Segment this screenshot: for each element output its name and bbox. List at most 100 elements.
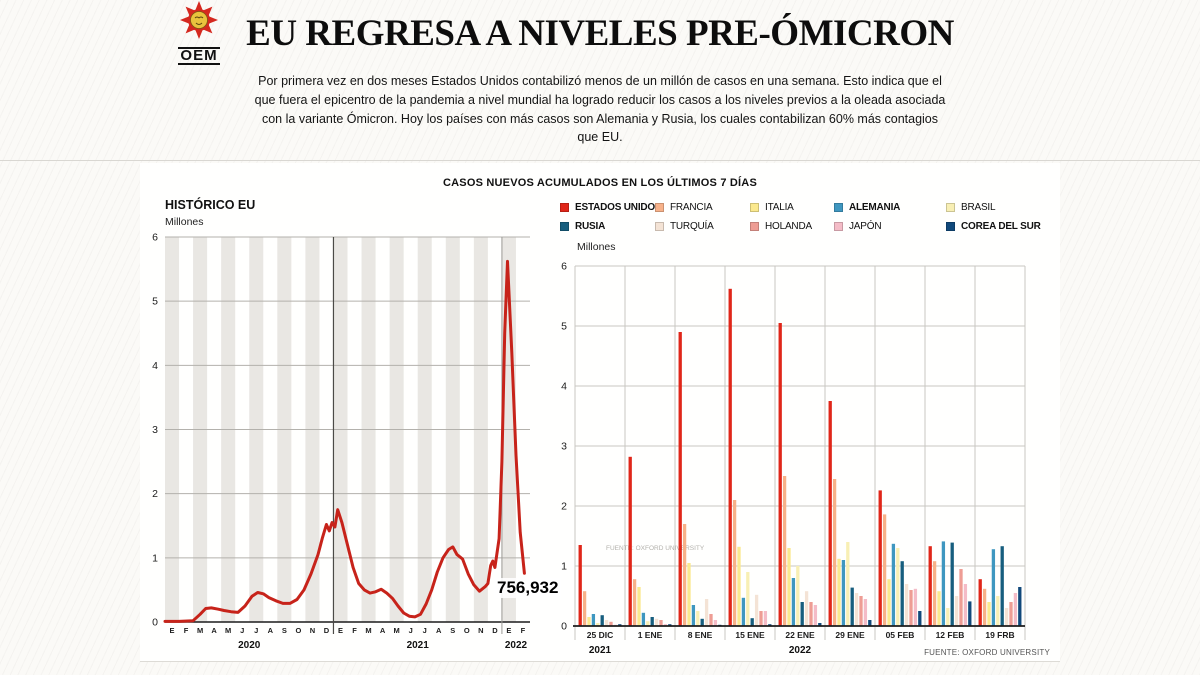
svg-text:05 FEB: 05 FEB [886,630,915,640]
bar [978,579,982,626]
svg-text:5: 5 [152,296,158,308]
svg-text:N: N [310,626,315,635]
legend-label: ESTADOS UNIDOS [575,202,662,213]
bar [959,569,963,626]
bar [628,456,632,626]
legend-swatch [946,203,955,212]
svg-text:2: 2 [152,488,158,500]
svg-text:6: 6 [152,232,158,244]
legend-swatch [655,203,664,212]
bar [804,591,809,626]
legend: ESTADOS UNIDOS FRANCIA ITALIA ALEMANIA BRASI… [560,201,1071,233]
bar [800,602,804,626]
bar [600,615,604,626]
bar [946,608,950,626]
bar [737,546,741,626]
legend-swatch [834,222,843,231]
legend-label: ITALIA [765,202,794,213]
svg-text:1: 1 [152,552,158,564]
svg-text:A: A [380,626,386,635]
bar [696,611,700,626]
bar [900,561,904,626]
bar [854,593,859,626]
bar [778,323,782,626]
bar [982,588,987,626]
bar [604,620,609,626]
svg-text:E: E [338,626,343,635]
svg-text:3: 3 [152,424,158,436]
bar [913,588,918,626]
legend-label: TURQUÍA [670,221,714,232]
bar [1009,602,1013,626]
svg-text:M: M [225,626,231,635]
bar [732,500,737,626]
bar [682,524,687,626]
svg-text:E: E [506,626,511,635]
oem-logo-text: OEM [178,47,220,65]
svg-text:2021: 2021 [589,645,612,656]
bar [591,614,596,626]
bar [646,621,650,626]
bar [846,542,850,626]
legend-item: RUSIA [560,220,655,233]
legend-label: BRASIL [961,202,996,213]
bar [813,605,818,626]
bar [909,590,913,626]
bar [850,587,854,626]
bar [659,620,663,626]
bar [882,514,887,626]
bar [632,579,637,626]
bar [791,578,796,626]
bar [787,548,791,626]
legend-label: FRANCIA [670,202,713,213]
svg-text:12 FEB: 12 FEB [936,630,965,640]
svg-text:FUENTE: OXFORD UNIVERSITY: FUENTE: OXFORD UNIVERSITY [606,545,705,552]
svg-text:5: 5 [561,321,567,333]
svg-text:S: S [450,626,455,635]
svg-text:2: 2 [561,501,567,513]
bar [941,541,946,626]
bar [968,601,972,626]
bar [641,612,646,626]
legend-item: FRANCIA [655,201,750,214]
svg-text:M: M [365,626,371,635]
bar [878,490,882,626]
legend-swatch [560,203,569,212]
svg-text:25 DIC: 25 DIC [587,630,613,640]
bar [818,623,822,626]
svg-text:S: S [282,626,287,635]
bar [763,611,768,626]
svg-text:8 ENE: 8 ENE [688,630,713,640]
content-panel [140,163,1060,662]
bar [832,479,837,626]
svg-text:A: A [436,626,442,635]
bar [754,594,759,626]
svg-text:0: 0 [152,617,158,629]
bar [796,566,800,626]
svg-text:J: J [240,626,244,635]
bar [1018,587,1022,626]
legend-swatch [560,222,569,231]
bar [741,597,746,626]
svg-text:J: J [409,626,413,635]
bar [918,611,922,626]
svg-text:E: E [170,626,175,635]
page-title: EU REGRESA A NIVELES PRE-ÓMICRON [246,13,954,54]
bar [896,548,900,626]
bar [782,476,787,626]
legend-item: COREA DEL SUR [946,220,1071,233]
bar [904,584,909,626]
bar [578,545,582,626]
sun-icon [180,1,218,39]
bar [728,288,732,626]
legend-label: HOLANDA [765,221,812,232]
bar [691,605,696,626]
legend-swatch [750,222,759,231]
bar [937,591,941,626]
bar [928,546,932,626]
bar [587,617,591,626]
bar [713,620,718,626]
svg-text:2022: 2022 [789,645,812,656]
svg-text:J: J [423,626,427,635]
